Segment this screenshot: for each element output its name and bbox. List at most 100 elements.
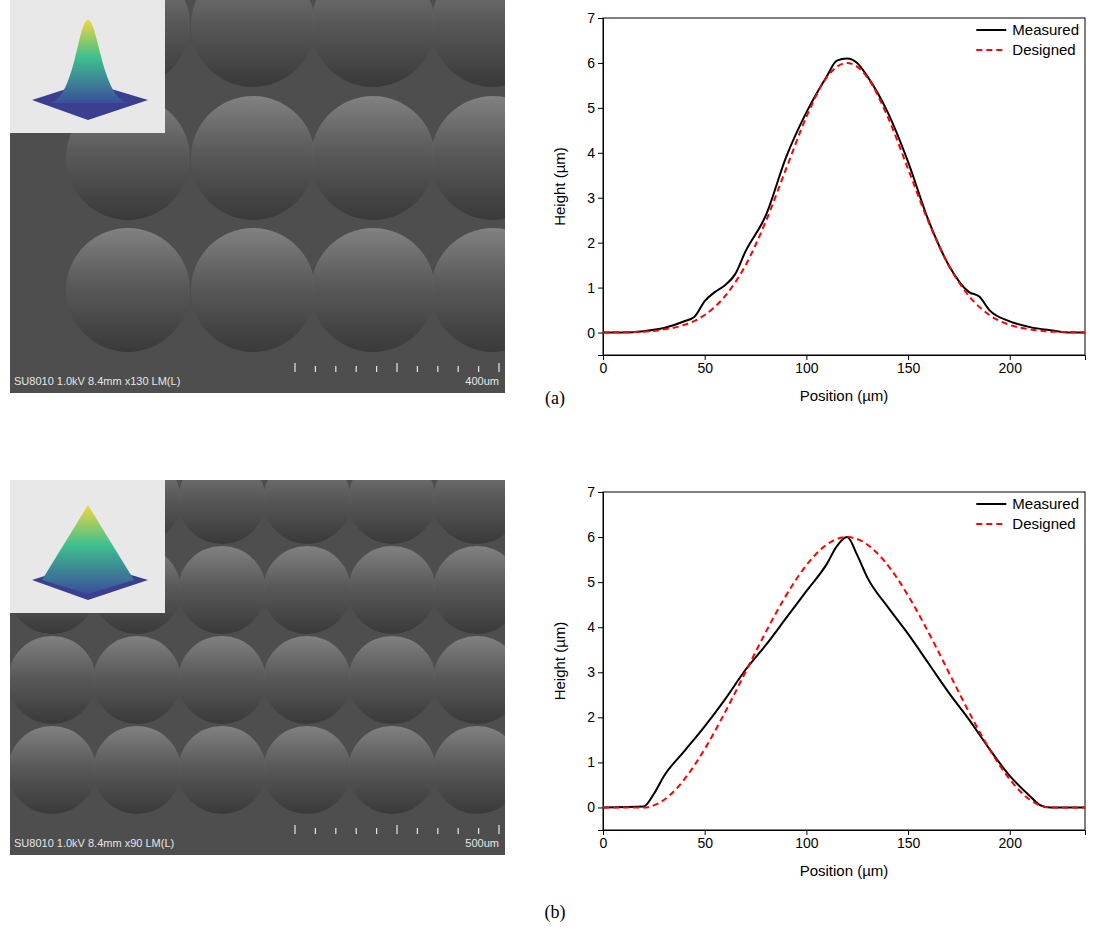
x-tick: 50	[697, 830, 713, 851]
y-tick: 5	[587, 100, 603, 116]
scale-bar-tick	[294, 363, 295, 372]
scale-bar-tick	[498, 363, 499, 372]
plot-frame	[603, 18, 1085, 355]
x-tick-label: 100	[795, 835, 819, 851]
y-tick-label: 4	[587, 145, 595, 161]
x-axis-title: Position (µm)	[800, 387, 889, 404]
x-tick-label: 0	[600, 835, 608, 851]
y-tick-mark	[598, 18, 603, 19]
dome	[66, 228, 190, 352]
dome	[311, 228, 435, 352]
y-axis-line	[598, 493, 604, 831]
legend-swatch	[976, 503, 1006, 505]
x-tick: 0	[600, 355, 608, 376]
x-tick: 0	[600, 830, 608, 851]
x-axis: 0 50 100 150 200	[600, 355, 1086, 376]
scale-bar-tick	[437, 366, 438, 372]
y-tick-label: 1	[587, 754, 595, 770]
dome	[433, 546, 505, 634]
y-tick-mark	[598, 627, 603, 628]
panel-label: (b)	[545, 902, 566, 923]
dome	[311, 96, 435, 220]
legend-label: Designed	[1012, 41, 1075, 58]
y-tick-label: 6	[587, 529, 595, 545]
y-tick-label: 2	[587, 235, 595, 251]
sem-caption: SU8010 1.0kV 8.4mm x130 LM(L)	[14, 375, 180, 387]
dome	[431, 0, 505, 87]
x-axis: 0 50 100 150 200	[600, 830, 1086, 851]
x-tick: 50	[697, 355, 713, 376]
dome	[263, 636, 351, 724]
dome	[348, 726, 436, 814]
x-tick-label: 200	[999, 835, 1023, 851]
scale-bar-tick	[396, 825, 397, 834]
y-tick: 0	[587, 799, 603, 815]
y-tick: 3	[587, 664, 603, 680]
y-axis: 01234567	[587, 484, 603, 831]
y-tick: 2	[587, 235, 603, 251]
y-tick: 6	[587, 529, 603, 545]
y-tick: 0	[587, 325, 603, 341]
inset	[10, 0, 165, 133]
scale-bar-tick	[356, 828, 357, 834]
series-line	[603, 58, 1085, 332]
y-tick-mark	[598, 762, 603, 763]
scale-bar-tick	[478, 828, 479, 834]
dome	[178, 480, 266, 544]
x-tick-label: 200	[999, 360, 1023, 376]
y-tick-label: 0	[587, 799, 595, 815]
scale-bar-tick	[315, 366, 316, 372]
y-tick: 3	[587, 190, 603, 206]
legend-label: Designed	[1012, 515, 1075, 532]
sem-caption: SU8010 1.0kV 8.4mm x90 LM(L)	[14, 837, 174, 849]
y-tick-mark	[598, 108, 603, 109]
dome	[93, 636, 181, 724]
y-tick-mark	[598, 672, 603, 673]
dome	[263, 480, 351, 544]
x-tick-label: 150	[897, 360, 921, 376]
legend: Measured Designed	[976, 21, 1079, 58]
dome	[433, 480, 505, 544]
scale-bar-tick	[335, 366, 336, 372]
y-tick: 4	[587, 145, 603, 161]
y-tick-mark	[598, 807, 603, 808]
panel-label: (a)	[545, 388, 565, 409]
x-tick: 100	[795, 355, 819, 376]
y-tick-label: 2	[587, 709, 595, 725]
y-tick-label: 3	[587, 664, 595, 680]
dome	[431, 96, 505, 220]
y-tick: 5	[587, 574, 603, 590]
y-tick-mark	[598, 582, 603, 583]
scale-bar-label: 500um	[465, 837, 499, 849]
scale-bar-tick	[376, 828, 377, 834]
x-tick: 150	[897, 355, 921, 376]
scale-bar-tick	[458, 828, 459, 834]
dome	[191, 0, 315, 87]
y-axis: 01234567	[587, 10, 603, 356]
y-tick-mark	[598, 198, 603, 199]
chart: 05010015020001234567Position (µm)Height …	[551, 10, 1086, 404]
y-tick-mark	[598, 63, 603, 64]
y-tick-label: 4	[587, 619, 595, 635]
scale-bar-label: 400um	[465, 375, 499, 387]
scale-bar-tick	[498, 825, 499, 834]
x-tick: 150	[897, 830, 921, 851]
legend-swatch	[976, 523, 1006, 525]
dome	[191, 228, 315, 352]
y-tick-mark	[598, 537, 603, 538]
legend-item: Measured	[976, 21, 1079, 38]
dome	[93, 726, 181, 814]
y-tick-label: 3	[587, 190, 595, 206]
legend-swatch	[976, 29, 1006, 31]
scale-bar-tick	[294, 825, 295, 834]
dome	[263, 726, 351, 814]
scale-bar-tick	[417, 366, 418, 372]
inset	[10, 480, 165, 613]
y-tick-mark	[598, 153, 603, 154]
legend-item: Measured	[976, 495, 1079, 512]
scale-bar-tick	[396, 363, 397, 372]
x-tick-label: 50	[697, 360, 713, 376]
dome	[348, 546, 436, 634]
x-tick: 200	[999, 355, 1023, 376]
sem-image: SU8010 1.0kV 8.4mm x90 LM(L) 500um	[8, 456, 521, 855]
